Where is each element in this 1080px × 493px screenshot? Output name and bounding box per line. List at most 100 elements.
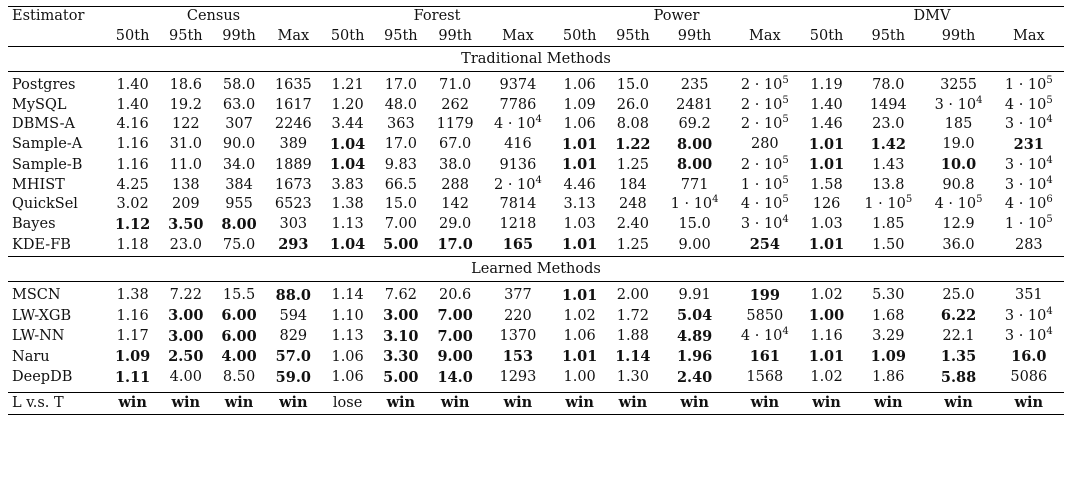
value-text: 1.01	[561, 286, 598, 304]
value-text: 58.0	[222, 77, 256, 93]
value-cell: 363	[374, 115, 427, 135]
value-text: lose	[332, 394, 363, 411]
value-cell: 283	[994, 235, 1064, 256]
value-cell: 48.0	[374, 96, 427, 116]
value-cell: 63.0	[212, 96, 265, 116]
percentile-header: 99th	[677, 27, 712, 44]
value-cell: 3.44	[321, 115, 374, 135]
value-text: win	[118, 394, 147, 411]
value-text: 185	[944, 116, 973, 132]
value-text: 88.0	[275, 286, 311, 304]
value-text: 1.06	[563, 328, 596, 344]
value-cell: 248	[606, 195, 659, 215]
value-cell: 4 · 105	[994, 95, 1064, 116]
value-text: win	[1014, 394, 1044, 411]
value-cell: 7.00	[427, 306, 482, 327]
results-table-container: Estimator Census Forest Power DMV 50th 95…	[8, 6, 1064, 415]
value-cell: 3 · 104	[730, 215, 800, 236]
value-cell: 18.6	[159, 76, 212, 96]
value-text: 1.02	[810, 287, 843, 303]
value-cell: 138	[159, 176, 212, 196]
exponent: 5	[782, 114, 789, 126]
value-cell: 1.09	[106, 347, 159, 368]
value-text: 10.0	[940, 156, 977, 173]
value-cell: 4.00	[159, 368, 212, 389]
value-text: 7814	[499, 196, 537, 212]
value-cell: 9136	[483, 155, 553, 176]
value-cell: 17.0	[427, 235, 482, 256]
value-text: 138	[171, 176, 200, 193]
value-text: win	[503, 394, 533, 411]
value-text: 1.30	[616, 369, 650, 385]
percentile-header: 95th	[169, 27, 203, 44]
section-header-row: Traditional Methods	[8, 46, 1064, 72]
value-text: win	[874, 394, 903, 411]
value-text: 1.86	[872, 369, 905, 385]
value-cell: 3.29	[853, 327, 923, 348]
exponent: 5	[1046, 75, 1053, 87]
value-text: 1.96	[676, 348, 713, 365]
value-cell: 1218	[483, 215, 553, 236]
value-text: 1.06	[331, 369, 364, 385]
value-text: 1.01	[808, 135, 845, 153]
value-text: 4.16	[116, 116, 149, 132]
value-cell: 1.21	[321, 76, 374, 96]
value-text: 13.8	[872, 176, 905, 193]
value-cell: 78.0	[853, 76, 923, 96]
exponent: 5	[782, 174, 789, 186]
value-text: 5850	[746, 307, 784, 324]
value-text: 254	[749, 236, 780, 253]
value-cell: win	[853, 392, 924, 415]
value-text: 3.83	[331, 176, 364, 193]
value-cell: 1 · 105	[853, 195, 923, 215]
value-text: 20.6	[438, 287, 472, 303]
value-text: 1.00	[808, 307, 845, 324]
value-text: 161	[749, 348, 780, 365]
value-cell: 416	[483, 135, 553, 156]
value-text: 75.0	[222, 236, 256, 253]
value-cell: 4 · 104	[483, 115, 553, 135]
value-cell: 184	[606, 176, 659, 196]
value-cell: 15.0	[374, 195, 427, 215]
value-text: 1.13	[331, 328, 364, 344]
percentile-header: Max	[502, 27, 534, 44]
value-text: 1.14	[615, 348, 651, 365]
value-cell: 161	[730, 347, 800, 368]
value-cell: 1.01	[553, 235, 606, 256]
value-text: 34.0	[222, 156, 256, 173]
value-cell: 3 · 104	[994, 175, 1064, 196]
value-cell: 4 · 106	[994, 195, 1064, 215]
value-text: 235	[680, 77, 709, 93]
value-text: 23.0	[169, 236, 202, 253]
estimator-name: DBMS-A	[12, 116, 75, 132]
value-text: 307	[225, 116, 253, 132]
value-cell: 1.11	[106, 368, 159, 389]
value-text: 6523	[274, 196, 312, 212]
section-rule	[8, 280, 1064, 286]
value-cell: 8.00	[659, 135, 729, 156]
value-text: 829	[279, 328, 308, 344]
value-text: 1179	[436, 116, 474, 132]
value-cell: 122	[159, 115, 212, 135]
value-cell: win	[106, 392, 160, 415]
table-row: DBMS-A 4.16 122 307 2246 3.44 363 1179 4 · 104 1.…	[8, 115, 1064, 135]
value-cell: 1.13	[321, 215, 374, 236]
percentile-header: Max	[277, 27, 310, 44]
value-text: 8.00	[676, 135, 713, 153]
value-text: 1.18	[116, 236, 149, 253]
value-cell: 3 · 104	[923, 95, 993, 116]
value-text: 1.25	[616, 156, 650, 173]
value-text: 4.25	[116, 176, 149, 193]
value-cell: 1494	[853, 96, 923, 116]
value-cell: win	[265, 392, 322, 415]
value-text: 1.04	[329, 135, 366, 153]
value-text: 153	[502, 348, 534, 365]
value-cell: 23.0	[159, 235, 212, 256]
percentile-header: 99th	[941, 27, 976, 44]
results-body: Traditional Methods Postgres 1.40 18.6 58.0 1…	[8, 46, 1064, 415]
value-text: 69.2	[678, 116, 711, 132]
value-text: 18.6	[169, 77, 202, 93]
value-text: 199	[749, 286, 780, 304]
value-text: 142	[441, 196, 469, 212]
value-text: 1.85	[872, 216, 905, 232]
